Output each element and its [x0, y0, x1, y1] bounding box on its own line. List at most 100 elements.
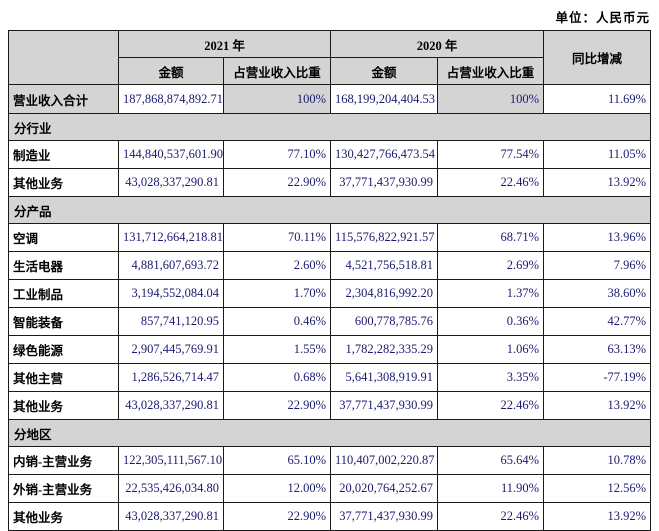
amount-2021-cell: 187,868,874,892.71	[118, 84, 224, 114]
table-row: 工业制品 3,194,552,084.04 1.70% 2,304,816,992.2…	[8, 279, 652, 308]
amount-2020-cell: 37,771,437,930.99	[330, 168, 439, 197]
row-label-cell: 生活电器	[8, 251, 119, 280]
table-row: 智能装备 857,741,120.95 0.46% 600,778,785.76 0.3…	[8, 307, 652, 336]
row-label-cell: 营业收入合计	[8, 84, 119, 114]
header-year-2020: 2020 年	[330, 30, 545, 58]
table-row: 其他业务 43,028,337,290.81 22.90% 37,771,437,93…	[8, 391, 652, 420]
amount-2021-cell: 857,741,120.95	[118, 307, 224, 336]
table-row: 外销-主营业务 22,535,426,034.80 12.00% 20,020,764…	[8, 474, 652, 503]
yoy-change-cell: 10.78%	[543, 446, 652, 475]
yoy-change-cell: 13.92%	[543, 168, 652, 197]
share-2020-cell: 0.36%	[437, 307, 545, 336]
header-amount-2021: 金额	[118, 57, 224, 85]
amount-2021-cell: 144,840,537,601.90	[118, 140, 224, 169]
amount-2021-cell: 4,881,607,693.72	[118, 251, 224, 280]
amount-2020-cell: 110,407,002,220.87	[330, 446, 439, 475]
amount-2020-cell: 130,427,766,473.54	[330, 140, 439, 169]
table-row: 制造业 144,840,537,601.90 77.10% 130,427,766,4…	[8, 140, 652, 169]
share-2021-cell: 1.70%	[222, 279, 332, 308]
amount-2021-cell: 2,907,445,769.91	[118, 335, 224, 364]
header-amount-2020: 金额	[330, 57, 439, 85]
row-label-cell: 智能装备	[8, 307, 119, 336]
amount-2020-cell: 4,521,756,518.81	[330, 251, 439, 280]
share-2021-cell: 0.68%	[222, 363, 332, 392]
share-2021-cell: 1.55%	[222, 335, 332, 364]
yoy-change-cell: 38.60%	[543, 279, 652, 308]
yoy-change-cell: -77.19%	[543, 363, 652, 392]
amount-2021-cell: 22,535,426,034.80	[118, 474, 224, 503]
amount-2021-cell: 43,028,337,290.81	[118, 168, 224, 197]
yoy-change-cell: 7.96%	[543, 251, 652, 280]
share-2021-cell: 100%	[222, 84, 332, 114]
amount-2020-cell: 2,304,816,992.20	[330, 279, 439, 308]
row-label-cell: 工业制品	[8, 279, 119, 308]
yoy-change-cell: 13.96%	[543, 223, 652, 252]
row-label-cell: 空调	[8, 223, 119, 252]
total-row: 营业收入合计 187,868,874,892.71 100% 168,199,204,…	[8, 84, 652, 114]
header-blank-cell	[8, 30, 119, 85]
amount-2020-cell: 37,771,437,930.99	[330, 502, 439, 531]
table-row: 绿色能源 2,907,445,769.91 1.55% 1,782,282,335.2…	[8, 335, 652, 364]
amount-2021-cell: 3,194,552,084.04	[118, 279, 224, 308]
header-year-2021: 2021 年	[117, 30, 332, 58]
header-row-measures: 金额 占营业收入比重 金额 占营业收入比重	[9, 57, 651, 85]
yoy-change-cell: 63.13%	[543, 335, 652, 364]
revenue-breakdown-table: 2021 年 2020 年 同比增减 金额 占营业收入比重 金额 占营业收入比重…	[7, 30, 652, 531]
row-label-cell: 绿色能源	[8, 335, 119, 364]
amount-2020-cell: 1,782,282,335.29	[330, 335, 439, 364]
row-label-cell: 其他主营	[8, 363, 119, 392]
row-label-cell: 外销-主营业务	[8, 474, 119, 503]
table-row: 其他主营 1,286,526,714.47 0.68% 5,641,308,919.9…	[8, 363, 652, 392]
table-row: 其他业务 43,028,337,290.81 22.90% 37,771,437,93…	[8, 168, 652, 197]
amount-2021-cell: 43,028,337,290.81	[118, 391, 224, 420]
yoy-change-cell: 42.77%	[543, 307, 652, 336]
amount-2021-cell: 1,286,526,714.47	[118, 363, 224, 392]
share-2021-cell: 2.60%	[222, 251, 332, 280]
share-2020-cell: 2.69%	[437, 251, 545, 280]
amount-2020-cell: 600,778,785.76	[330, 307, 439, 336]
section-row: 分地区	[7, 419, 652, 447]
table-header: 2021 年 2020 年 同比增减 金额 占营业收入比重 金额 占营业收入比重	[8, 30, 652, 85]
row-label-cell: 制造业	[8, 140, 119, 169]
share-2021-cell: 22.90%	[222, 168, 332, 197]
yoy-change-cell: 13.92%	[543, 391, 652, 420]
share-2021-cell: 22.90%	[222, 502, 332, 531]
share-2020-cell: 77.54%	[437, 140, 545, 169]
yoy-change-cell: 13.92%	[543, 502, 652, 531]
share-2020-cell: 68.71%	[437, 223, 545, 252]
share-2020-cell: 1.06%	[437, 335, 545, 364]
section-row: 分产品	[7, 196, 652, 224]
amount-2020-cell: 37,771,437,930.99	[330, 391, 439, 420]
yoy-change-cell: 12.56%	[543, 474, 652, 503]
section-row: 分行业	[7, 113, 652, 141]
amount-2020-cell: 168,199,204,404.53	[330, 84, 439, 114]
table-body: 营业收入合计 187,868,874,892.71 100% 168,199,204,…	[7, 84, 652, 531]
share-2021-cell: 65.10%	[222, 446, 332, 475]
header-share-2021: 占营业收入比重	[222, 57, 332, 85]
row-label-cell: 其他业务	[8, 391, 119, 420]
amount-2021-cell: 43,028,337,290.81	[118, 502, 224, 531]
currency-unit-label: 单位：人民币元	[555, 11, 650, 25]
yoy-change-cell: 11.05%	[543, 140, 652, 169]
amount-2021-cell: 131,712,664,218.81	[118, 223, 224, 252]
share-2021-cell: 70.11%	[222, 223, 332, 252]
share-2020-cell: 65.64%	[437, 446, 545, 475]
table-row: 生活电器 4,881,607,693.72 2.60% 4,521,756,518.8…	[8, 251, 652, 280]
row-label-cell: 内销-主营业务	[8, 446, 119, 475]
section-label-cell: 分地区	[7, 419, 652, 447]
table-row: 内销-主营业务 122,305,111,567.10 65.10% 110,407,0…	[8, 446, 652, 475]
table-row: 其他业务 43,028,337,290.81 22.90% 37,771,437,93…	[8, 502, 652, 531]
share-2020-cell: 100%	[437, 84, 545, 114]
share-2020-cell: 22.46%	[437, 168, 545, 197]
share-2020-cell: 3.35%	[437, 363, 545, 392]
amount-2020-cell: 115,576,822,921.57	[330, 223, 439, 252]
amount-2020-cell: 20,020,764,252.67	[330, 474, 439, 503]
section-label-cell: 分行业	[7, 113, 652, 141]
amount-2020-cell: 5,641,308,919.91	[330, 363, 439, 392]
table-row: 空调 131,712,664,218.81 70.11% 115,576,822,92…	[8, 223, 652, 252]
section-label-cell: 分产品	[7, 196, 652, 224]
header-row-years: 2021 年 2020 年 同比增减	[8, 30, 652, 85]
share-2021-cell: 77.10%	[222, 140, 332, 169]
amount-2021-cell: 122,305,111,567.10	[118, 446, 224, 475]
